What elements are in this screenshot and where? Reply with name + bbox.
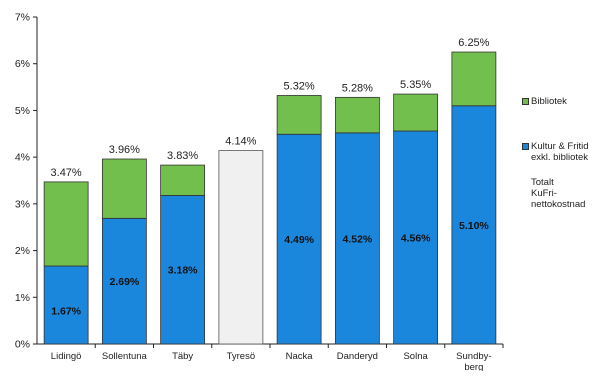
data-label-kultur: 4.49% <box>284 234 314 246</box>
y-tick-label: 2% <box>15 245 30 257</box>
data-label-kultur: 5.10% <box>459 220 489 232</box>
y-tick-label: 4% <box>15 152 30 164</box>
y-tick-label: 7% <box>15 12 30 24</box>
data-label-kultur: 3.18% <box>168 265 198 277</box>
bar-kultur <box>334 132 380 345</box>
total-label: 3.96% <box>109 144 140 156</box>
total-label: 6.25% <box>458 37 489 49</box>
legend-swatch-bibliotek <box>522 98 529 105</box>
bar-kultur <box>101 217 147 345</box>
category-label: Lidingö <box>51 351 82 362</box>
data-label-kultur: 4.52% <box>342 233 372 245</box>
total-label: 4.14% <box>225 136 256 148</box>
legend-label-totalt: Totalt KuFri- nettokostnad <box>531 177 586 210</box>
bar-bibliotek <box>101 158 147 219</box>
category-label: Tyresö <box>227 351 256 362</box>
y-tick-label: 5% <box>15 105 30 117</box>
data-label-kultur: 4.56% <box>401 232 431 244</box>
total-label: 3.83% <box>167 150 198 162</box>
data-label-kultur: 2.69% <box>109 276 139 288</box>
bar-bibliotek <box>334 96 380 134</box>
bar-bibliotek <box>43 181 89 267</box>
y-tick-label: 1% <box>15 292 30 304</box>
y-tick-label: 6% <box>15 58 30 70</box>
label-layer: 1.67% 3.47% 2.69% 3.96% 3.18% 3.83% 4.14% 4.49%… <box>51 37 490 317</box>
category-label: Sundby- <box>456 351 491 362</box>
total-label: 5.35% <box>400 79 431 91</box>
category-label: Danderyd <box>337 351 378 362</box>
bar-kultur <box>451 105 497 345</box>
data-label-kultur: 1.67% <box>51 305 81 317</box>
bar-bibliotek <box>451 51 497 107</box>
category-label: Solna <box>403 351 428 362</box>
legend-item-bibliotek: Bibliotek <box>522 96 604 107</box>
category-label: berg <box>464 362 483 371</box>
y-tick-label: 3% <box>15 198 30 210</box>
bar-kultur <box>393 130 439 345</box>
bar-kultur <box>43 265 89 345</box>
bar-bibliotek <box>160 164 206 196</box>
legend-label-bibliotek: Bibliotek <box>531 96 567 107</box>
total-label: 3.47% <box>51 167 82 179</box>
category-label: Täby <box>172 351 193 362</box>
bar-bibliotek <box>276 95 322 135</box>
total-label: 5.28% <box>342 82 373 94</box>
bar-bibliotek <box>393 93 439 132</box>
legend: Bibliotek Kultur & Fritid exkl. bibliote… <box>522 96 604 210</box>
axis-layer: 0% 1% 2% 3% 4% 5% 6% 7% Lidingö Sollentuna Täby Tyr… <box>15 12 504 373</box>
category-label: Sollentuna <box>102 351 148 362</box>
legend-swatch-kultur <box>522 143 529 150</box>
total-label: 5.32% <box>284 80 315 92</box>
legend-item-kultur: Kultur & Fritid exkl. bibliotek <box>522 141 604 163</box>
y-tick-label: 0% <box>15 339 30 351</box>
bar-kultur <box>160 195 206 345</box>
bar-totalt <box>218 150 264 345</box>
bar-kultur <box>276 133 322 345</box>
category-label: Nacka <box>286 351 314 362</box>
bar-layer <box>43 51 497 345</box>
legend-label-kultur: Kultur & Fritid exkl. bibliotek <box>531 141 589 163</box>
